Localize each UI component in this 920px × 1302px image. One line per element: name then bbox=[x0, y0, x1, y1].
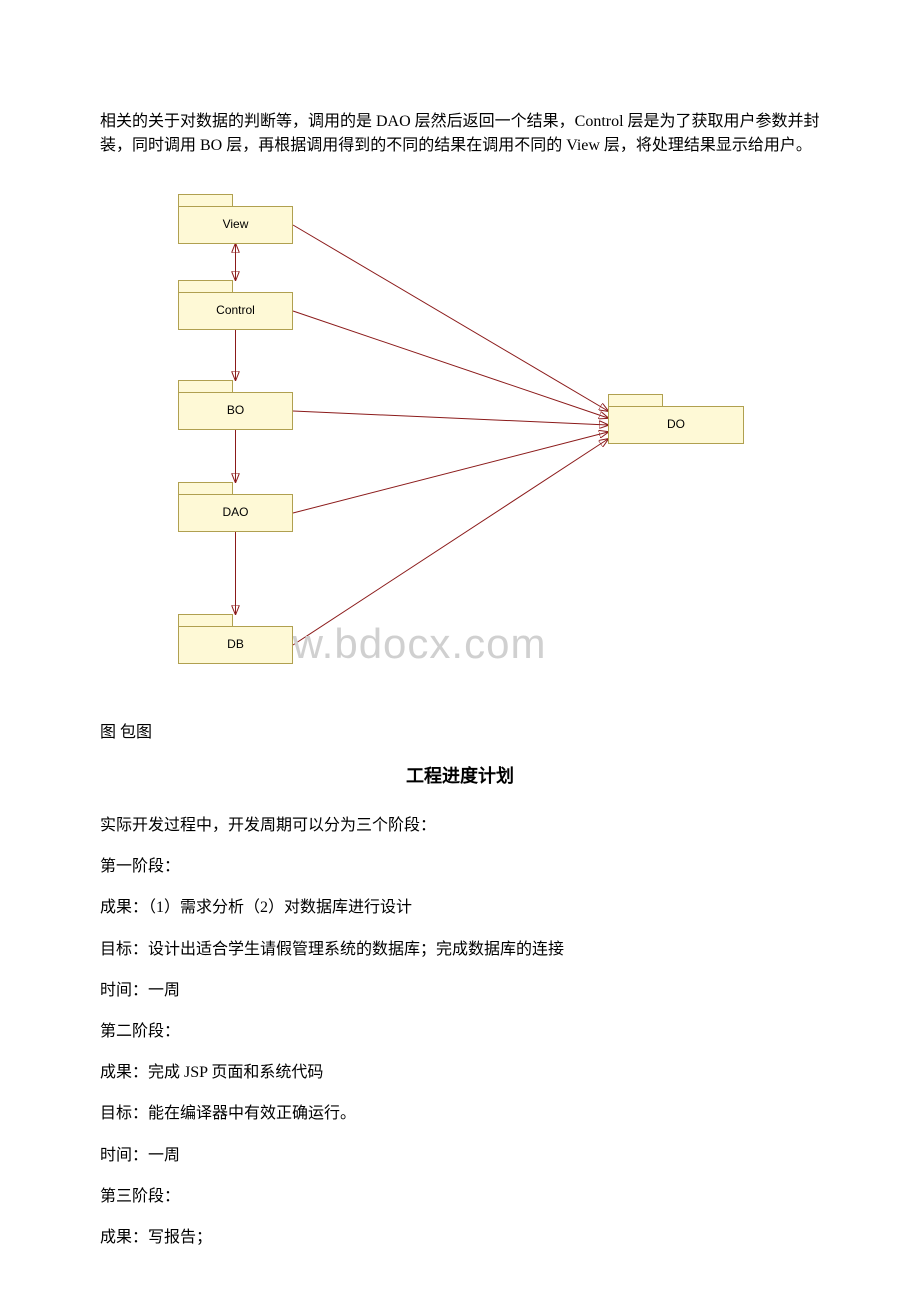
body-line: 成果：完成 JSP 页面和系统代码 bbox=[100, 1055, 820, 1090]
body-line: 第三阶段： bbox=[100, 1179, 820, 1214]
edge-bo-do bbox=[293, 411, 608, 425]
edge-db-do bbox=[293, 439, 608, 645]
body-line: 时间：一周 bbox=[100, 973, 820, 1008]
package-tab-control bbox=[178, 280, 233, 292]
package-label-db: DB bbox=[178, 637, 293, 651]
intro-paragraph: 相关的关于对数据的判断等，调用的是 DAO 层然后返回一个结果，Control … bbox=[100, 110, 820, 158]
body-line: 成果：（1）需求分析（2）对数据库进行设计 bbox=[100, 890, 820, 925]
package-tab-do bbox=[608, 394, 663, 406]
diagram-caption: 图 包图 bbox=[100, 718, 820, 742]
body-line: 目标：能在编译器中有效正确运行。 bbox=[100, 1096, 820, 1131]
package-tab-view bbox=[178, 194, 233, 206]
package-tab-bo bbox=[178, 380, 233, 392]
package-label-control: Control bbox=[178, 303, 293, 317]
package-label-bo: BO bbox=[178, 403, 293, 417]
package-tab-dao bbox=[178, 482, 233, 494]
body-line: 成果：写报告； bbox=[100, 1220, 820, 1255]
package-label-do: DO bbox=[608, 417, 744, 431]
edge-view-do bbox=[293, 225, 608, 411]
section-heading: 工程进度计划 bbox=[100, 762, 820, 788]
body-line: 实际开发过程中，开发周期可以分为三个阶段： bbox=[100, 808, 820, 843]
body-line: 第一阶段： bbox=[100, 849, 820, 884]
edge-control-do bbox=[293, 311, 608, 418]
edge-dao-do bbox=[293, 432, 608, 513]
package-label-view: View bbox=[178, 217, 293, 231]
body-line: 目标：设计出适合学生请假管理系统的数据库；完成数据库的连接 bbox=[100, 932, 820, 967]
package-label-dao: DAO bbox=[178, 505, 293, 519]
body-line: 时间：一周 bbox=[100, 1138, 820, 1173]
body-line: 第二阶段： bbox=[100, 1014, 820, 1049]
package-tab-db bbox=[178, 614, 233, 626]
package-diagram: www.bdocx.com ViewControlBODAODBDO bbox=[100, 188, 800, 698]
